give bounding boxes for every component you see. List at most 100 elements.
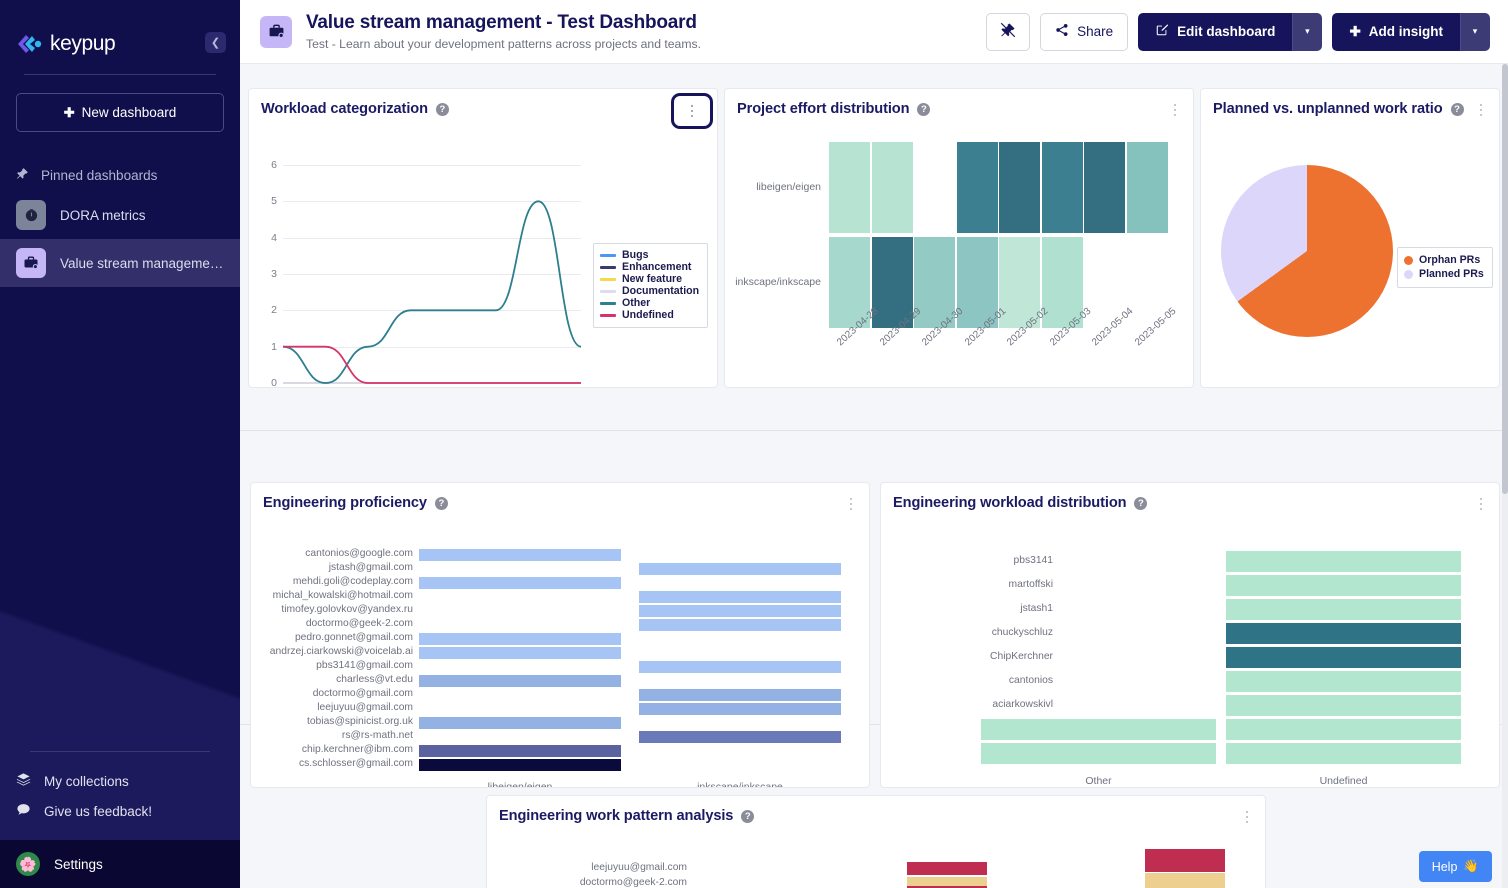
matrix-row-label: rs@rs-math.net [341, 730, 413, 741]
brand[interactable]: keypup [0, 0, 240, 56]
matrix-cell[interactable] [419, 549, 621, 561]
matrix-cell[interactable] [1226, 719, 1461, 740]
matrix-row-label: doctormo@gmail.com [312, 688, 413, 699]
matrix-cell[interactable] [419, 717, 621, 729]
card-menu-button[interactable] [843, 493, 859, 515]
gridline [283, 201, 581, 203]
matrix-row-label: ChipKerchner [990, 650, 1053, 662]
sidebar-bottom-label: My collections [44, 773, 129, 789]
card-menu-button[interactable] [1473, 493, 1489, 515]
help-icon[interactable]: ? [434, 496, 448, 510]
card-engineering-workload-distribution: Engineering workload distribution ? pbs3… [880, 482, 1500, 788]
matrix-cell[interactable] [639, 563, 841, 575]
matrix-cell[interactable] [1145, 849, 1225, 872]
matrix-cell[interactable] [419, 675, 621, 687]
matrix-cell[interactable] [1145, 873, 1225, 888]
heatmap-cell[interactable] [956, 142, 998, 233]
help-icon[interactable]: ? [435, 102, 449, 116]
matrix-cell[interactable] [1226, 695, 1461, 716]
matrix-cell[interactable] [907, 862, 987, 875]
card-menu-button[interactable] [671, 93, 713, 129]
card-header: Engineering workload distribution ? [881, 483, 1499, 511]
card-menu-button[interactable] [1167, 99, 1183, 121]
matrix-cell[interactable] [907, 877, 987, 888]
heatmap-cell[interactable] [1041, 237, 1083, 328]
sidebar-item-my-collections[interactable]: My collections [0, 766, 240, 796]
matrix-cell[interactable] [419, 759, 621, 771]
sidebar-item-value-stream-management[interactable]: Value stream management -... [0, 239, 240, 287]
matrix-cell[interactable] [1226, 743, 1461, 764]
matrix-cell[interactable] [419, 633, 621, 645]
y-tick-label: 5 [271, 195, 277, 208]
line-series-other [282, 200, 582, 384]
heatmap-cell[interactable] [956, 237, 998, 328]
sidebar-item-give-us-feedback[interactable]: Give us feedback! [0, 796, 240, 826]
edit-dashboard-button[interactable]: Edit dashboard [1138, 12, 1293, 51]
matrix-cell[interactable] [639, 731, 841, 743]
matrix-cell[interactable] [419, 745, 621, 757]
add-insight-caret-icon[interactable]: ▾ [1460, 12, 1490, 51]
matrix-cell[interactable] [1226, 647, 1461, 668]
matrix-cell[interactable] [639, 661, 841, 673]
matrix-cell[interactable] [907, 886, 987, 888]
page-scrollbar[interactable] [1502, 64, 1508, 888]
heatmap-cell[interactable] [1126, 142, 1168, 233]
y-tick-label: 3 [271, 268, 277, 280]
chevron-left-icon[interactable]: ❮ [205, 32, 226, 53]
unpin-icon [1000, 22, 1016, 41]
matrix-cell[interactable] [1226, 551, 1461, 572]
keypup-logo-icon [16, 32, 42, 56]
help-widget-button[interactable]: Help 👋 [1418, 851, 1492, 882]
help-icon[interactable]: ? [917, 102, 931, 116]
matrix-cell[interactable] [639, 619, 841, 631]
legend-label: Orphan PRs [1419, 254, 1481, 266]
pie-slices[interactable] [1221, 165, 1393, 337]
matrix-cell[interactable] [419, 647, 621, 659]
matrix-column-label: inkscape/inkscape [697, 781, 783, 788]
help-icon[interactable]: ? [1450, 102, 1464, 116]
card-menu-button[interactable] [1473, 99, 1489, 121]
matrix-cell[interactable] [639, 591, 841, 603]
matrix-cell[interactable] [981, 719, 1216, 740]
heatmap-cell[interactable] [1041, 142, 1083, 233]
heatmap-cell[interactable] [871, 142, 913, 233]
heatmap-cell[interactable] [999, 142, 1040, 233]
matrix-cell[interactable] [639, 605, 841, 617]
matrix-cell[interactable] [639, 703, 841, 715]
new-dashboard-button[interactable]: ✚ New dashboard [16, 93, 224, 132]
add-insight-button[interactable]: ✚ Add insight [1332, 12, 1460, 51]
card-workload-categorization: Workload categorization ? 012345628. Apr… [248, 88, 718, 388]
scrollbar-thumb[interactable] [1502, 64, 1508, 494]
share-button[interactable]: Share [1040, 12, 1129, 51]
unpin-button[interactable] [986, 12, 1031, 51]
matrix-cell[interactable] [1226, 671, 1461, 692]
matrix-cell[interactable] [419, 577, 621, 589]
matrix-cell[interactable] [639, 689, 841, 701]
sidebar-item-dora-metrics[interactable]: DORA metrics [0, 191, 240, 239]
card-title: Workload categorization [261, 101, 428, 117]
card-title: Planned vs. unplanned work ratio [1213, 101, 1443, 117]
edit-dashboard-caret-icon[interactable]: ▾ [1292, 12, 1323, 51]
heatmap-cell[interactable] [1084, 142, 1125, 233]
help-icon[interactable]: ? [741, 809, 755, 823]
matrix-row-label: cs.schlosser@gmail.com [298, 758, 413, 769]
briefcase-gear-icon [260, 15, 292, 48]
matrix-cell[interactable] [1226, 575, 1461, 596]
page-title: Value stream management - Test Dashboard [306, 12, 697, 34]
heatmap-cell[interactable] [914, 237, 955, 328]
help-icon[interactable]: ? [1134, 496, 1148, 510]
line-chart: 012345628. Apr30. Apr2. May4. MayBugsEnh… [249, 117, 717, 387]
card-menu-button[interactable] [1239, 806, 1255, 828]
heatmap-cell[interactable] [999, 237, 1040, 328]
heatmap-cell[interactable] [829, 237, 870, 328]
gridline [283, 165, 581, 166]
legend-label: Undefined [622, 309, 674, 321]
matrix-cell[interactable] [1226, 623, 1461, 644]
toolbar: Share Edit dashboard ▾ ✚ Add insight [986, 12, 1490, 51]
matrix-row-label: cantonios@google.com [305, 548, 413, 559]
heatmap-cell[interactable] [829, 142, 870, 233]
settings-button[interactable]: 🌸 Settings [0, 840, 240, 888]
heatmap-cell[interactable] [871, 237, 913, 328]
matrix-cell[interactable] [1226, 599, 1461, 620]
matrix-cell[interactable] [981, 743, 1216, 764]
